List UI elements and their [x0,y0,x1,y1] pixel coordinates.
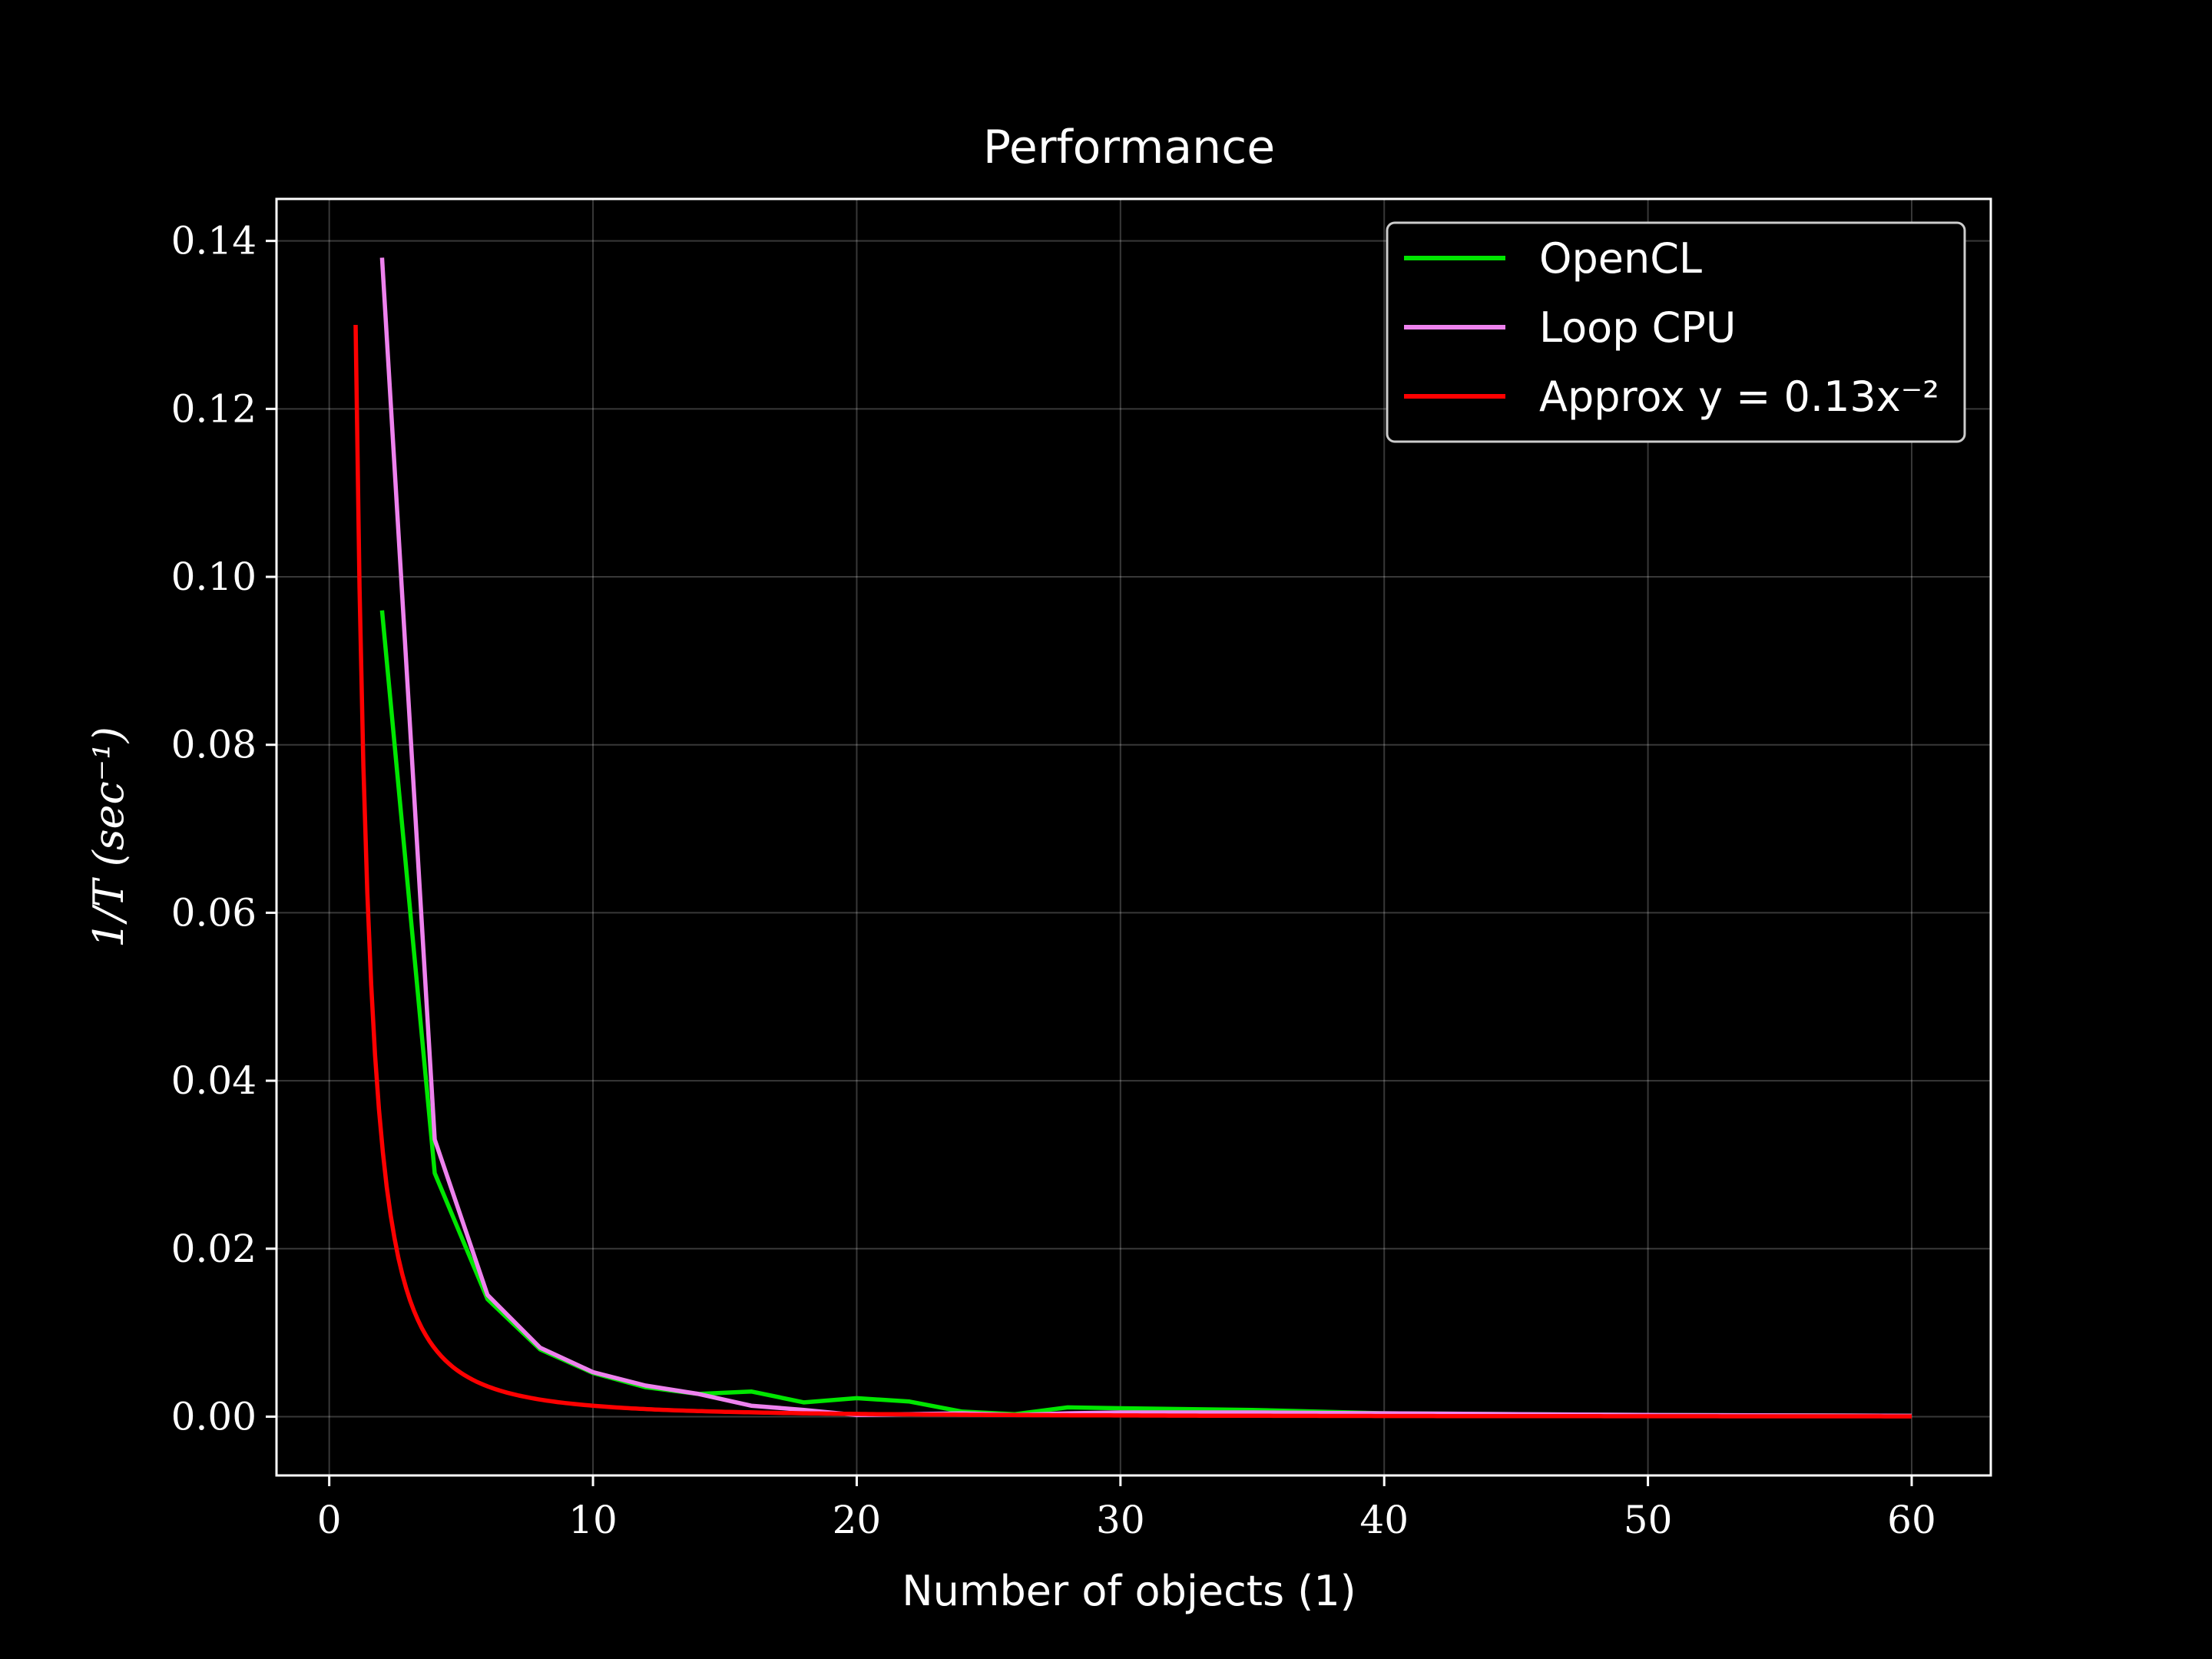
x-tick-label: 60 [1887,1498,1936,1542]
chart-title: Performance [983,121,1275,174]
series-line-approx [353,324,1912,1419]
y-tick-label: 0.06 [171,890,257,935]
grid-lines [276,199,1991,1475]
plot-frame [275,197,1992,1477]
y-tick-label: 0.04 [171,1058,257,1103]
y-tick-label: 0.08 [171,723,257,767]
y-tick-label: 0.10 [171,555,257,599]
legend-label: OpenCL [1539,234,1702,283]
axis-ticks: 0 10 20 30 40 50 60 0.00 0.02 0.04 0.06 0.08 0.10 0.1… [171,219,1936,1542]
x-tick-label: 50 [1624,1498,1673,1542]
y-tick-label: 0.02 [171,1227,257,1271]
legend-label: Loop CPU [1539,303,1736,352]
legend-label: Approx y = 0.13x⁻² [1539,373,1939,421]
legend-box [1386,221,1966,443]
y-tick-label: 0.14 [171,219,257,263]
y-tick-label: 0.00 [171,1394,257,1439]
x-tick-label: 10 [568,1498,618,1542]
y-axis-label: 1/T (sec⁻¹) [84,727,133,948]
y-tick-label: 0.12 [171,386,257,431]
x-tick-label: 0 [317,1498,342,1542]
x-tick-label: 20 [833,1498,882,1542]
x-axis-label: Number of objects (1) [902,1567,1356,1615]
series-group [353,257,1912,1419]
x-tick-label: 30 [1096,1498,1145,1542]
legend: OpenCL Loop CPU Approx y = 0.13x⁻² [1386,221,1966,443]
x-tick-label: 40 [1359,1498,1409,1542]
